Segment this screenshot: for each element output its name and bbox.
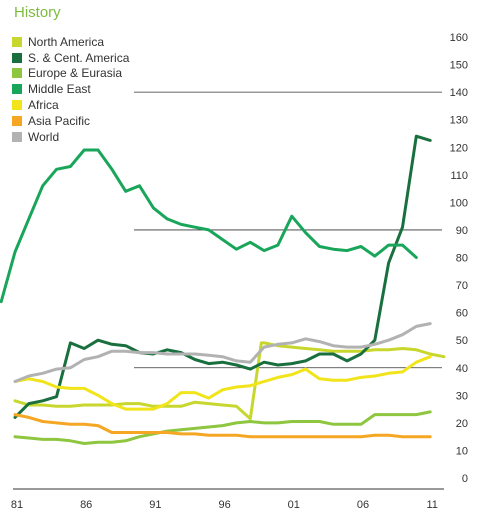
series-line-europe-eurasia	[13, 410, 432, 445]
series-line-s-cent-america	[13, 134, 432, 419]
y-tick-label: 80	[456, 253, 468, 265]
x-tick-label: 01	[288, 499, 300, 511]
series-line-africa	[13, 355, 432, 411]
y-tick-label: 10	[456, 445, 468, 457]
y-tick-label: 30	[456, 390, 468, 402]
legend-swatch	[12, 115, 22, 126]
legend-label: S. & Cent. America	[28, 50, 130, 65]
legend-item: Africa	[12, 97, 129, 113]
series-line-world	[13, 322, 432, 383]
y-tick-label: 160	[450, 32, 468, 44]
y-tick-label: 100	[450, 197, 468, 209]
y-tick-label: 90	[456, 225, 468, 237]
legend-label: Middle East	[28, 82, 91, 97]
series-line-north-america	[13, 341, 446, 421]
chart-title: History	[14, 4, 61, 21]
legend-swatch	[12, 100, 22, 111]
y-tick-label: 40	[456, 363, 468, 375]
legend-swatch	[12, 52, 22, 63]
legend-item: Asia Pacific	[12, 113, 129, 129]
legend-item: Europe & Eurasia	[12, 66, 129, 82]
x-tick-label: 91	[149, 499, 161, 511]
x-tick-label: 06	[357, 499, 369, 511]
legend-item: Middle East	[12, 81, 129, 97]
series-line-middle-east	[0, 148, 418, 304]
y-tick-label: 150	[450, 60, 468, 72]
legend-swatch	[12, 131, 22, 142]
legend-swatch	[12, 36, 22, 47]
legend-swatch	[12, 68, 22, 79]
legend-label: Asia Pacific	[28, 113, 91, 128]
y-tick-label: 130	[450, 115, 468, 127]
legend-item: S. & Cent. America	[12, 50, 129, 66]
chart-legend: North America S. & Cent. America Europe & …	[12, 34, 129, 145]
series-line-asia-pacific	[13, 413, 432, 439]
y-tick-label: 50	[456, 335, 468, 347]
legend-label: North America	[28, 34, 105, 49]
y-tick-label: 20	[456, 418, 468, 430]
y-tick-label: 110	[450, 170, 468, 182]
legend-item: World	[12, 129, 129, 145]
x-tick-label: 11	[426, 499, 437, 511]
legend-label: Africa	[28, 98, 59, 113]
y-tick-label: 0	[462, 473, 468, 485]
legend-label: Europe & Eurasia	[28, 66, 123, 81]
legend-label: World	[28, 129, 60, 144]
y-tick-label: 120	[450, 142, 468, 154]
y-tick-label: 60	[456, 308, 468, 320]
y-tick-label: 140	[450, 87, 468, 99]
x-tick-label: 86	[80, 499, 92, 511]
x-tick-label: 96	[218, 499, 230, 511]
y-tick-label: 70	[456, 280, 468, 292]
legend-swatch	[12, 84, 22, 95]
legend-item: North America	[12, 34, 129, 50]
x-tick-label: 81	[11, 499, 23, 511]
